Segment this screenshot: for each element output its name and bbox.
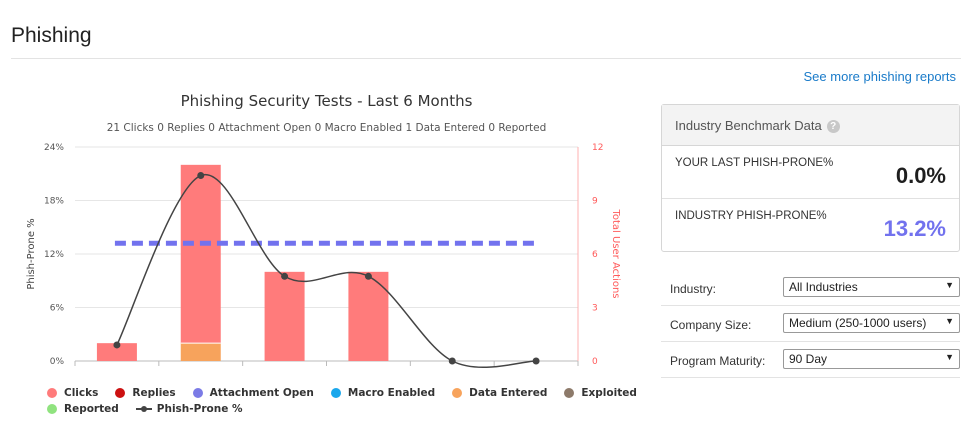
phish-prone-point [448,357,456,365]
legend-row: Reported Phish-Prone % [47,401,647,417]
y-left-tick-label: 6% [50,304,65,314]
y-left-axis-title: Phish-Prone % [26,218,37,289]
legend-item-exploited[interactable]: Exploited [564,387,637,399]
legend-label: Macro Enabled [347,387,436,399]
phishing-chart-svg: Phishing Security Tests - Last 6 Months 2… [26,92,621,368]
industry-benchmark-panel: Industry Benchmark Data ? YOUR LAST PHIS… [661,104,960,252]
industry-label: Industry: [670,282,717,296]
company-size-label: Company Size: [670,318,752,332]
question-icon[interactable]: ? [826,120,840,133]
bar-data-entered [180,343,221,361]
y-right-tick-label: 12 [592,143,603,153]
benchmark-title: Industry Benchmark Data [675,118,822,133]
phish-prone-point [197,172,205,180]
filter-row-company-size: Company Size: Medium (250-1000 users) ▼ [661,306,960,342]
phishing-chart: Phishing Security Tests - Last 6 Months 2… [0,85,650,425]
chevron-down-icon: ▼ [945,352,954,362]
phish-prone-point [532,357,540,365]
company-size-select[interactable]: Medium (250-1000 users) ▼ [783,313,960,333]
bar-clicks [96,343,137,361]
legend-label: Clicks [64,387,99,399]
y-left-tick-label: 18% [44,197,64,207]
bar-clicks [180,164,221,344]
filter-row-industry: Industry: All Industries ▼ [661,270,960,306]
legend-dot-icon [47,388,57,398]
benchmark-filters: Industry: All Industries ▼ Company Size:… [661,270,960,378]
your-phish-prone-value: 0.0% [895,163,946,188]
your-phish-prone-label: YOUR LAST PHISH-PRONE% [675,157,834,169]
company-size-select-value: Medium (250-1000 users) [789,316,927,330]
legend-label: Phish-Prone % [156,403,243,415]
industry-phish-prone-row: INDUSTRY PHISH-PRONE% 13.2% [662,199,959,252]
y-right-tick-label: 6 [592,250,598,260]
industry-phish-prone-value: 13.2% [883,216,946,241]
legend-dot-icon [47,404,57,414]
legend-item-phish-prone[interactable]: Phish-Prone % [135,403,243,415]
phish-prone-point [281,272,289,280]
bar-clicks [264,271,305,361]
bar-clicks [348,271,389,361]
y-left-tick-label: 24% [44,143,64,153]
benchmark-header: Industry Benchmark Data ? [662,105,959,146]
industry-phish-prone-label: INDUSTRY PHISH-PRONE% [675,210,827,222]
chart-title: Phishing Security Tests - Last 6 Months [181,92,473,110]
legend-item-macro-enabled[interactable]: Macro Enabled [330,387,436,399]
legend-label: Attachment Open [209,387,314,399]
y-right-tick-label: 9 [592,197,598,207]
industry-select[interactable]: All Industries ▼ [783,277,960,297]
phish-prone-point [113,341,121,349]
y-right-axis-title: Total User Actions [610,208,621,298]
legend-dot-icon [564,388,575,398]
legend-item-replies[interactable]: Replies [115,387,176,399]
phish-prone-point [364,272,372,280]
industry-select-value: All Industries [789,280,858,294]
y-right-tick-label: 0 [592,357,598,367]
filter-row-program-maturity: Program Maturity: 90 Day ▼ [661,342,960,378]
chart-subtitle: 21 Clicks 0 Replies 0 Attachment Open 0 … [107,122,547,134]
legend-item-attachment-open[interactable]: Attachment Open [192,387,314,399]
y-left-tick-label: 0% [50,357,65,367]
program-maturity-select-value: 90 Day [789,352,828,366]
program-maturity-label: Program Maturity: [670,354,766,368]
see-more-reports-link[interactable]: See more phishing reports [803,69,956,84]
program-maturity-select[interactable]: 90 Day ▼ [783,349,960,369]
legend-item-clicks[interactable]: Clicks [47,387,98,399]
page-title: Phishing [11,24,92,47]
chevron-down-icon: ▼ [945,280,954,290]
legend-label: Exploited [581,387,637,399]
legend-dot-icon [192,388,203,398]
your-phish-prone-row: YOUR LAST PHISH-PRONE% 0.0% [662,146,959,199]
legend-dot-icon [115,388,126,398]
legend-row: Clicks Replies Attachment Open Macro Enable… [47,385,647,401]
line-marker-icon [135,404,152,414]
chevron-down-icon: ▼ [945,316,954,326]
legend-dot-icon [330,388,341,398]
legend-label: Reported [64,403,119,415]
chart-legend: Clicks Replies Attachment Open Macro Enable… [47,385,647,417]
legend-dot-icon [452,388,463,398]
legend-label: Replies [132,387,176,399]
header-divider [11,58,961,59]
legend-label: Data Entered [469,387,548,399]
y-left-tick-label: 12% [44,250,64,260]
legend-item-data-entered[interactable]: Data Entered [452,387,547,399]
phish-prone-line [116,173,537,368]
y-right-tick-label: 3 [592,304,598,314]
legend-item-reported[interactable]: Reported [47,403,119,415]
